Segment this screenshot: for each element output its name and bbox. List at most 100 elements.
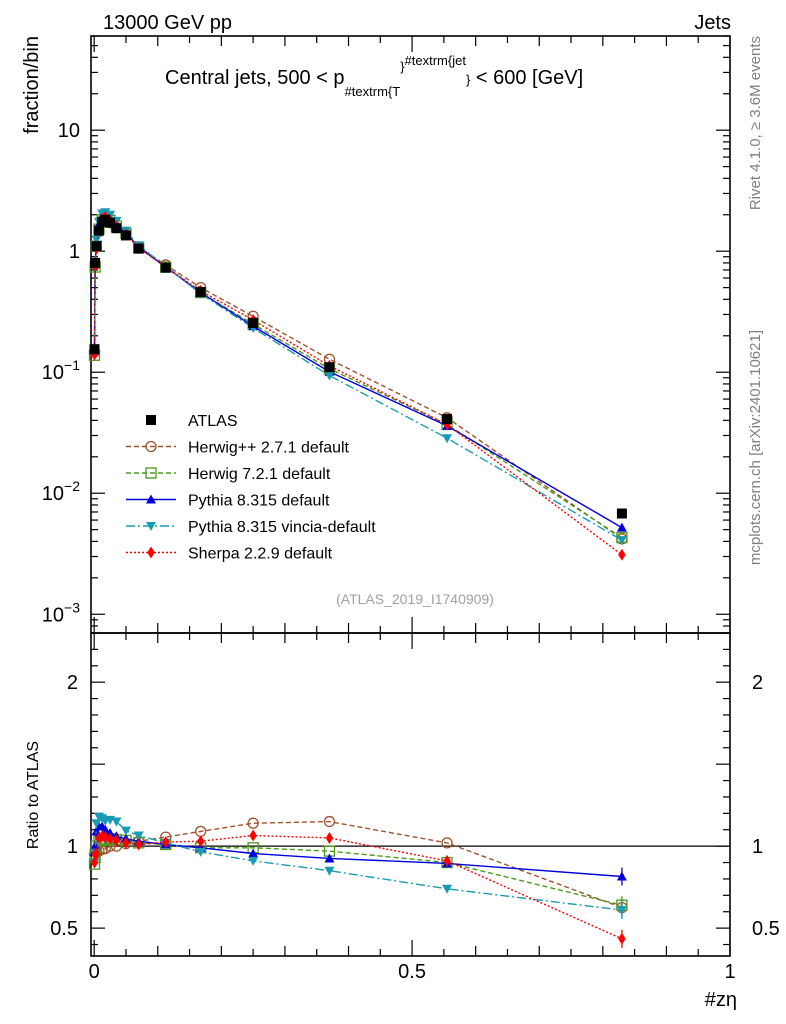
legend-marker-atlas xyxy=(146,415,156,425)
ratio-series-herwig xyxy=(88,815,628,917)
ratio-point-vincia xyxy=(133,831,144,841)
ratio-panel-frame xyxy=(90,632,731,957)
legend-item-vincia: Pythia 8.315 vincia-default xyxy=(126,519,376,536)
header-process: Jets xyxy=(694,12,731,34)
ratio-point-sherpa xyxy=(134,838,143,851)
ratio-point-sherpa xyxy=(161,836,170,849)
ratio-point-pythia xyxy=(90,841,101,851)
x-axis-label: #zη xyxy=(705,989,737,1011)
ratio-point-herwig xyxy=(247,817,259,829)
ratio-line-herwig7 xyxy=(93,838,623,906)
data-point-atlas xyxy=(442,414,453,425)
ratio-point-sherpa xyxy=(112,834,121,847)
legend-label: Pythia 8.315 vincia-default xyxy=(188,519,376,536)
legend-label: Herwig 7.2.1 default xyxy=(188,466,331,483)
legend-marker-sherpa xyxy=(147,546,155,559)
ratio-point-sherpa xyxy=(106,832,114,845)
title-sub: #textrm{T xyxy=(345,84,401,99)
series-line-herwig xyxy=(93,219,623,540)
ratio-point-pythia xyxy=(616,871,627,881)
data-point-vincia xyxy=(616,536,627,546)
main-panel-frame xyxy=(90,35,731,634)
legend-label: ATLAS xyxy=(188,413,238,430)
data-point-atlas xyxy=(90,257,101,268)
title-post: < 600 [GeV] xyxy=(470,67,583,89)
ratio-point-pythia xyxy=(248,848,259,858)
data-point-atlas xyxy=(93,225,104,236)
ratio-y-tick-label-right: 1 xyxy=(752,836,763,858)
series-line-pythia xyxy=(93,214,623,529)
legend-item-sherpa: Sherpa 2.2.9 default xyxy=(126,546,333,563)
legend-marker-herwig xyxy=(145,440,157,453)
main-y-tick-label: 1 xyxy=(69,241,80,263)
data-point-atlas xyxy=(105,217,116,228)
ratio-point-sherpa xyxy=(90,856,99,869)
title-sup: #textrm{jet xyxy=(405,53,467,68)
series-herwig7 xyxy=(88,212,628,544)
chart-title: Central jets, 500 < p#textrm{T}#textrm{j… xyxy=(165,53,583,99)
data-point-vincia xyxy=(442,434,453,444)
legend-item-herwig7: Herwig 7.2.1 default xyxy=(126,466,331,483)
ratio-point-vincia xyxy=(324,866,335,876)
x-tick-label: 0 xyxy=(89,961,100,983)
legend-item-data: ATLAS xyxy=(146,413,238,430)
ratio-line-sherpa xyxy=(93,834,623,940)
x-tick-label: 1 xyxy=(724,961,735,983)
ratio-line-pythia xyxy=(93,825,622,878)
ratio-point-pythia xyxy=(324,853,335,863)
series-vincia xyxy=(89,208,627,546)
ratio-y-tick-label-left: 1 xyxy=(67,836,78,858)
ratio-y-tick-label-left: 0.5 xyxy=(50,918,78,940)
ratio-y-tick-label-left: 2 xyxy=(67,672,78,694)
main-y-tick-label: 10−2 xyxy=(42,478,80,505)
title-sup-close: } xyxy=(466,72,471,87)
ratio-point-vincia xyxy=(120,826,131,836)
series-line-vincia xyxy=(93,211,623,541)
ratio-y-tick-label-right: 2 xyxy=(752,672,763,694)
series-atlas xyxy=(89,214,627,519)
ratio-series-vincia xyxy=(89,812,627,920)
main-y-tick-label: 10−1 xyxy=(42,357,80,384)
ratio-point-sherpa xyxy=(249,829,257,842)
data-point-atlas xyxy=(89,344,100,355)
data-point-atlas xyxy=(248,318,259,329)
ratio-series-sherpa xyxy=(90,829,626,948)
ratio-point-sherpa xyxy=(196,835,205,848)
data-point-atlas xyxy=(111,223,122,234)
ratio-point-vincia xyxy=(195,847,206,857)
ratio-line-herwig xyxy=(93,820,623,909)
data-point-atlas xyxy=(133,243,144,254)
data-point-atlas xyxy=(91,241,102,252)
ratio-point-sherpa xyxy=(92,847,101,860)
main-y-tick-label: 10 xyxy=(58,120,80,142)
ratio-point-vincia xyxy=(442,884,453,894)
legend-label: Herwig++ 2.7.1 default xyxy=(188,440,350,457)
header-energy: 13000 GeV pp xyxy=(103,12,232,34)
legend-label: Pythia 8.315 default xyxy=(188,493,330,510)
ratio-point-sherpa xyxy=(443,854,451,867)
ratio-axes: 2 2 1 1 0.5 0.5 0 0.5 1 xyxy=(50,633,780,983)
ratio-point-vincia xyxy=(111,817,122,827)
legend-label: Sherpa 2.2.9 default xyxy=(188,546,333,563)
title-sub-close: } xyxy=(400,59,405,74)
data-point-atlas xyxy=(616,508,627,519)
legend-marker-herwig7 xyxy=(145,467,157,479)
svg-text:Central jets, 500 < p#textrm{T: Central jets, 500 < p#textrm{T}#textrm{j… xyxy=(165,53,583,99)
data-point-vincia xyxy=(91,235,102,245)
main-axes: 10 1 10−1 10−2 10−3 xyxy=(42,35,731,634)
series-line-herwig7 xyxy=(93,217,623,539)
mcplots-label: mcplots.cern.ch [arXiv:2401.10621] xyxy=(747,330,764,565)
legend-marker-vincia xyxy=(146,522,156,531)
data-point-atlas xyxy=(195,287,206,298)
x-tick-label: 0.5 xyxy=(398,961,426,983)
ratio-point-herwig xyxy=(323,815,336,828)
main-series xyxy=(88,208,628,561)
legend-item-pythia: Pythia 8.315 default xyxy=(126,493,330,510)
series-line-sherpa xyxy=(93,216,623,556)
ratio-point-herwig xyxy=(441,837,453,849)
ratio-y-tick-label-right: 0.5 xyxy=(752,918,780,940)
ratio-point-sherpa xyxy=(325,831,334,844)
data-point-atlas xyxy=(160,262,171,273)
ratio-point-sherpa xyxy=(618,932,626,945)
legend-marker-pythia xyxy=(146,494,156,504)
